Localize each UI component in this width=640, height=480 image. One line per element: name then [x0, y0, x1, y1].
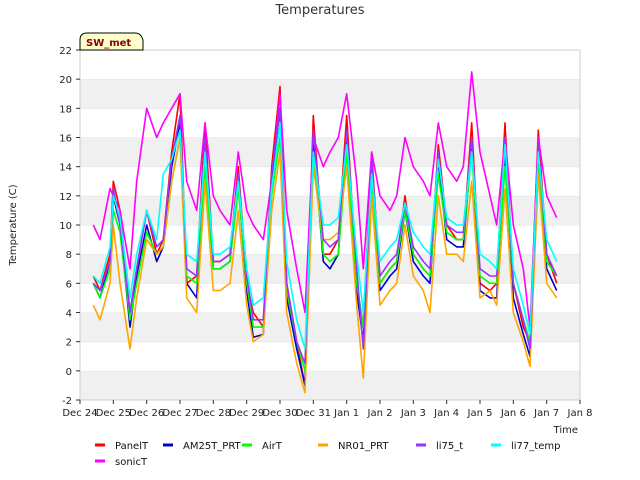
y-tick-label: 22 — [59, 46, 72, 57]
legend-label: AM25T_PRT — [183, 441, 242, 452]
legend-label: li75_t — [436, 441, 463, 452]
grid-band — [80, 283, 580, 313]
x-tick-label: Dec 29 — [229, 408, 264, 419]
grid-bands — [80, 49, 580, 400]
y-tick-label: 8 — [66, 250, 72, 261]
y-tick-label: 12 — [59, 192, 72, 203]
x-tick-label: Dec 26 — [129, 408, 164, 419]
x-tick-label: Jan 8 — [567, 408, 593, 419]
x-tick-label: Dec 25 — [96, 408, 131, 419]
x-tick-label: Dec 27 — [162, 408, 197, 419]
x-tick-label: Dec 28 — [196, 408, 231, 419]
y-tick-label: 20 — [59, 75, 72, 86]
y-tick-label: 16 — [59, 134, 72, 145]
x-tick-label: Dec 30 — [262, 408, 297, 419]
y-tick-label: 2 — [66, 338, 72, 349]
y-tick-label: -2 — [62, 396, 72, 407]
series-line-sonicT — [92, 71, 558, 328]
x-tick-label: Jan 4 — [433, 408, 459, 419]
x-tick-label: Jan 5 — [467, 408, 493, 419]
y-tick-label: 10 — [59, 221, 72, 232]
grid-band — [80, 50, 580, 80]
x-tick-label: Jan 6 — [500, 408, 526, 419]
legend: PanelT AM25T_PRT AirT NR01_PRT li75_t li77_te… — [95, 441, 560, 468]
x-tick-label: Jan 2 — [367, 408, 393, 419]
legend-label: NR01_PRT — [338, 441, 389, 452]
legend-label: AirT — [262, 441, 283, 452]
y-tick-label: 18 — [59, 104, 72, 115]
series-lines — [92, 71, 558, 394]
legend-label: li77_temp — [511, 441, 560, 452]
legend-label: PanelT — [115, 441, 149, 452]
x-tick-label: Jan 1 — [333, 408, 359, 419]
legend-label: sonicT — [115, 457, 148, 468]
y-tick-label: 0 — [66, 367, 72, 378]
grid-band — [80, 370, 580, 400]
x-tick-label: Dec 31 — [296, 408, 331, 419]
series-line-li77_temp — [92, 122, 558, 350]
x-axis-label: Time — [553, 425, 578, 436]
site-label: SW_met — [86, 38, 131, 49]
x-tick-label: Dec 24 — [62, 408, 97, 419]
site-label-box: SW_met — [79, 32, 144, 51]
y-tick-label: 4 — [66, 309, 72, 320]
x-tick-label: Jan 7 — [533, 408, 559, 419]
chart-title: Temperatures — [274, 3, 364, 18]
x-tick-label: Jan 3 — [400, 408, 426, 419]
y-tick-label: 6 — [66, 279, 72, 290]
grid-band — [80, 312, 580, 342]
grid-band — [80, 341, 580, 371]
y-axis-ticks: -2 0 2 4 6 8 10 12 14 16 18 20 22 — [59, 46, 80, 407]
y-tick-label: 14 — [59, 163, 72, 174]
y-axis-label: Temperature (C) — [8, 184, 19, 266]
grid-band — [80, 79, 580, 109]
